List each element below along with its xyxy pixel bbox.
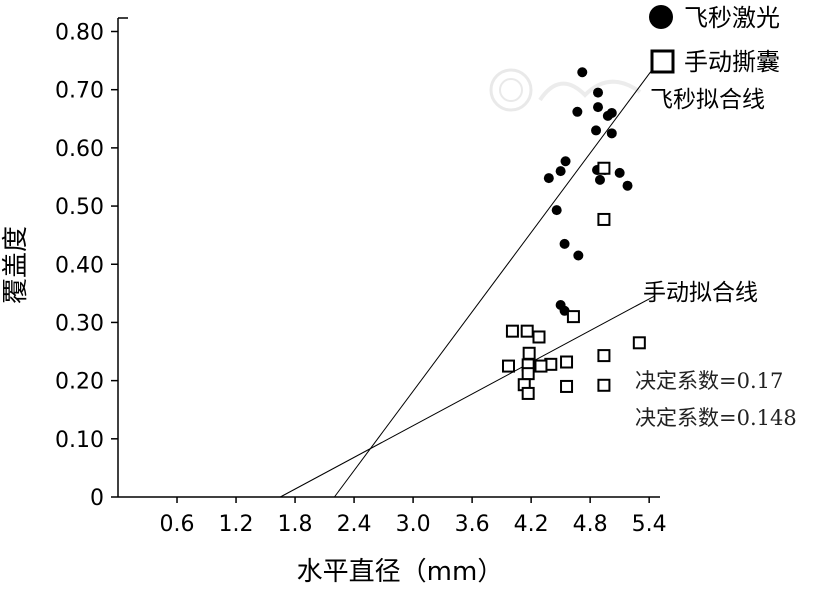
- data-point-femtosecond: [543, 173, 554, 184]
- data-point-manual: [534, 359, 548, 373]
- data-point-femtosecond: [573, 250, 584, 261]
- data-point-femtosecond: [593, 87, 604, 98]
- y-tick-label: 0.20: [55, 370, 104, 395]
- data-point-manual: [632, 336, 646, 350]
- x-tick-label: 4.2: [514, 512, 549, 537]
- data-point-femtosecond: [614, 167, 625, 178]
- x-tick-label: 5.4: [632, 512, 667, 537]
- legend-marker-filled-circle: [649, 5, 673, 29]
- data-point-manual: [597, 212, 611, 226]
- data-point-manual: [532, 330, 546, 344]
- data-point-femtosecond: [622, 180, 633, 191]
- data-point-femtosecond: [594, 174, 605, 185]
- data-point-femtosecond: [593, 102, 604, 113]
- data-point-manual: [560, 355, 574, 369]
- data-point-femtosecond: [572, 106, 583, 117]
- y-tick-label: 0.10: [55, 428, 104, 453]
- data-point-manual: [502, 359, 516, 373]
- data-point-manual: [521, 386, 535, 400]
- y-tick-label: 0.60: [55, 137, 104, 162]
- y-tick-label: 0.30: [55, 311, 104, 336]
- y-tick-label: 0: [90, 486, 104, 511]
- data-point-femtosecond: [577, 67, 588, 78]
- data-point-manual: [597, 349, 611, 363]
- data-point-femtosecond: [555, 166, 566, 177]
- fit-lines: [280, 60, 660, 498]
- y-tick-label: 0.80: [55, 21, 104, 46]
- data-point-manual: [520, 324, 534, 338]
- fit-line-label-manual: 手动拟合线: [643, 280, 758, 306]
- x-tick-label: 4.8: [573, 512, 608, 537]
- y-ticks: 0 0.10 0.20 0.30 0.40 0.50 0.60 0.70 0.80: [55, 21, 118, 511]
- data-points: [502, 67, 646, 400]
- fit-line-femtosecond: [333, 60, 660, 498]
- x-axis-title: 水平直径（mm）: [297, 557, 504, 587]
- data-point-manual: [597, 161, 611, 175]
- legend: 飞秒激光 手动撕囊: [649, 4, 780, 76]
- data-point-manual: [597, 378, 611, 392]
- data-point-manual: [505, 324, 519, 338]
- x-tick-label: 3.0: [396, 512, 431, 537]
- legend-label-manual: 手动撕囊: [684, 48, 780, 76]
- x-tick-label: 0.6: [160, 512, 195, 537]
- y-tick-label: 0.40: [55, 253, 104, 278]
- data-point-femtosecond: [602, 110, 613, 121]
- x-tick-label: 1.2: [219, 512, 254, 537]
- y-axis-title: 覆盖度: [1, 226, 31, 304]
- data-point-manual: [522, 346, 536, 360]
- data-point-femtosecond: [551, 205, 562, 216]
- y-tick-label: 0.50: [55, 195, 104, 220]
- data-point-femtosecond: [606, 128, 617, 139]
- x-tick-label: 1.8: [278, 512, 313, 537]
- watermark-seal: [489, 68, 642, 112]
- x-tick-label: 3.6: [455, 512, 490, 537]
- data-point-femtosecond: [559, 238, 570, 249]
- x-tick-label: 2.4: [337, 512, 372, 537]
- data-point-manual: [560, 379, 574, 393]
- r-squared-annotation-1: 决定系数=0.17: [635, 369, 783, 393]
- legend-label-femtosecond: 飞秒激光: [684, 4, 780, 32]
- data-point-manual: [521, 367, 535, 381]
- legend-marker-open-square: [650, 49, 675, 74]
- y-tick-label: 0.70: [55, 79, 104, 104]
- data-point-femtosecond: [560, 156, 571, 167]
- fit-line-manual: [280, 295, 655, 498]
- fit-line-label-femtosecond: 飞秒拟合线: [650, 87, 765, 113]
- data-point-femtosecond: [591, 125, 602, 136]
- r-squared-annotation-2: 决定系数=0.148: [635, 406, 797, 430]
- x-ticks: 0.6 1.2 1.8 2.4 3.0 3.6 4.2 4.8 5.4: [160, 497, 667, 537]
- data-point-manual: [566, 310, 580, 324]
